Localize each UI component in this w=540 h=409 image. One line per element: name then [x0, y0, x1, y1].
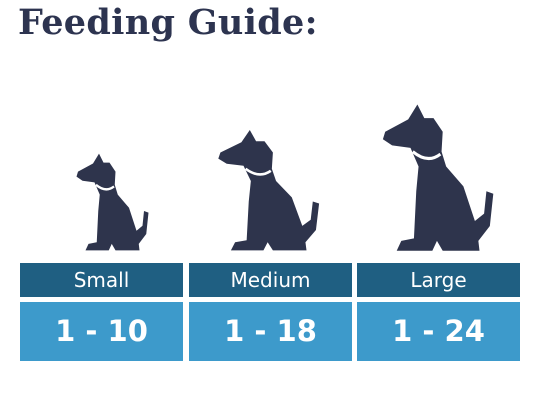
size-amount: 1 - 10 — [20, 302, 183, 361]
dog-illustrations — [76, 104, 494, 251]
small-dog — [76, 153, 149, 251]
size-amount: 1 - 24 — [357, 302, 520, 361]
size-label: Small — [20, 263, 183, 297]
size-label: Large — [357, 263, 520, 297]
title: Feeding Guide: — [18, 2, 318, 43]
size-label: Medium — [189, 263, 352, 297]
size-amount: 1 - 18 — [189, 302, 352, 361]
size-column: Medium 1 - 18 — [189, 263, 352, 361]
medium-dog — [218, 130, 320, 251]
size-column: Small 1 - 10 — [20, 263, 183, 361]
size-column: Large 1 - 24 — [357, 263, 520, 361]
large-dog — [382, 104, 494, 251]
